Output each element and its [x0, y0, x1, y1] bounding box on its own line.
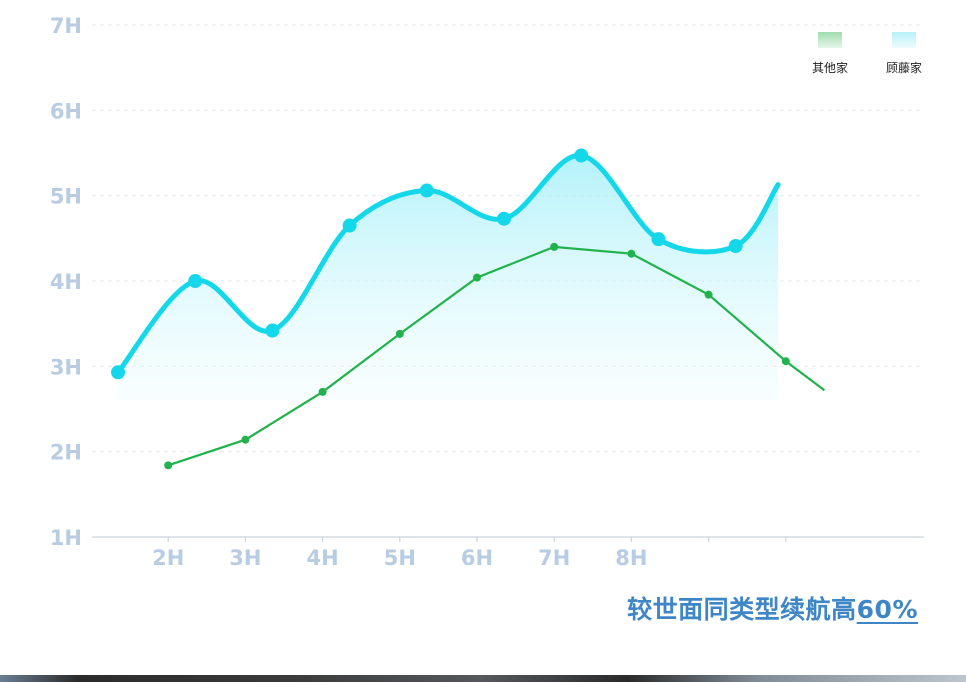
- y-tick-label: 2H: [50, 441, 82, 465]
- series-line-顾藤家: [115, 153, 781, 375]
- data-point-其他家: [781, 357, 790, 366]
- x-tick-label: 5H: [384, 546, 416, 570]
- data-point-顾藤家: [265, 323, 280, 338]
- data-point-顾藤家: [497, 211, 512, 226]
- data-point-其他家: [550, 242, 559, 251]
- area-fill-顾藤家: [118, 155, 779, 401]
- data-point-其他家: [473, 273, 481, 282]
- legend-swatch: [892, 32, 916, 48]
- caption-highlight: 60%: [856, 595, 918, 624]
- bottom-photo-strip: [0, 675, 966, 682]
- x-tick-label: 3H: [229, 546, 261, 570]
- legend-swatch: [818, 32, 842, 48]
- data-point-其他家: [164, 461, 173, 470]
- data-point-顾藤家: [651, 232, 666, 247]
- data-point-其他家: [704, 290, 713, 299]
- x-tick-label: 8H: [615, 546, 647, 570]
- x-axis: [92, 536, 924, 542]
- y-tick-label: 3H: [50, 355, 82, 379]
- data-point-顾藤家: [111, 365, 126, 380]
- y-tick-label: 4H: [50, 270, 82, 294]
- area-fill-layer: [118, 155, 779, 401]
- y-tick-label: 7H: [50, 14, 82, 38]
- y-tick-label: 1H: [50, 526, 82, 550]
- data-point-顾藤家: [728, 239, 743, 254]
- x-tick-label: 4H: [307, 546, 339, 570]
- tick-labels: 1H 2H 3H 4H 5H 6H 7H 2H 3H 4H 5H 6H 7H 8H: [50, 14, 648, 570]
- chart-caption: 较世面同类型续航高60%: [627, 590, 918, 626]
- legend-label: 顾藤家: [886, 60, 922, 75]
- series-line-其他家: [167, 245, 826, 467]
- x-tick-label: 2H: [152, 546, 184, 570]
- caption-text: 较世面同类型续航高: [627, 595, 857, 624]
- series-layer: [111, 148, 826, 470]
- data-point-其他家: [395, 329, 404, 338]
- x-tick-label: 6H: [461, 546, 493, 570]
- y-tick-label: 6H: [50, 99, 82, 123]
- data-point-其他家: [627, 249, 636, 258]
- legend: 其他家 顾藤家: [812, 32, 922, 75]
- legend-label: 其他家: [812, 60, 848, 75]
- data-point-其他家: [241, 435, 250, 444]
- y-tick-label: 5H: [50, 185, 82, 209]
- x-tick-label: 7H: [538, 546, 570, 570]
- data-point-其他家: [318, 387, 327, 396]
- data-point-顾藤家: [419, 183, 434, 198]
- data-point-顾藤家: [188, 274, 203, 288]
- data-point-顾藤家: [342, 218, 357, 233]
- data-point-顾藤家: [574, 148, 589, 163]
